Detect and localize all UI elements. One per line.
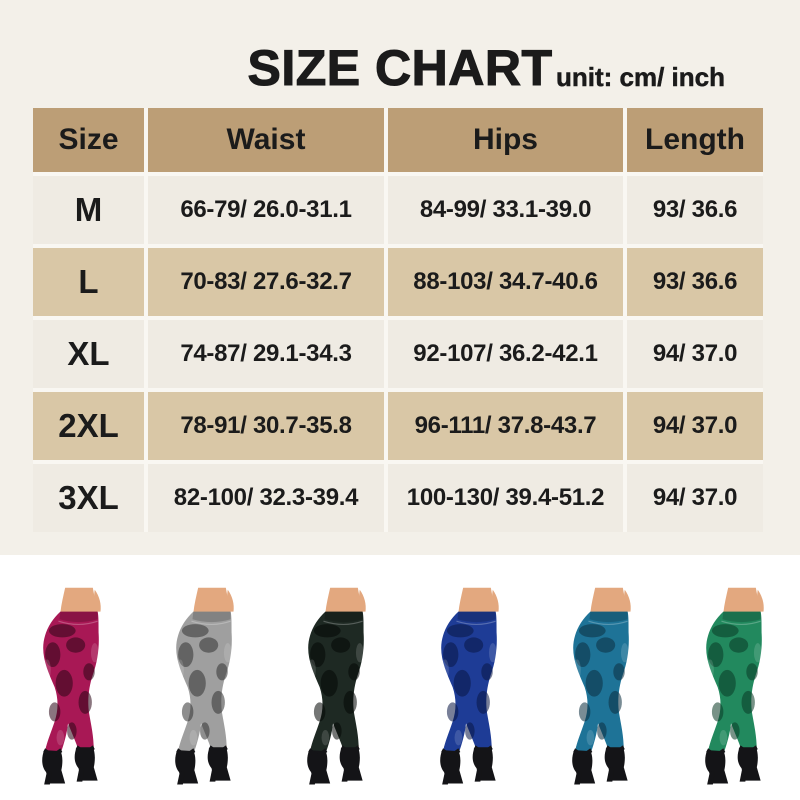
row-xl-length: 94/ 37.0 xyxy=(627,320,763,388)
row-3xl-length: 94/ 37.0 xyxy=(627,464,763,532)
product-photo-gray xyxy=(138,583,265,795)
product-photo-green xyxy=(668,583,795,795)
product-photo-teal xyxy=(535,583,662,795)
row-3xl-size: 3XL xyxy=(33,464,144,532)
leggings-model-image xyxy=(306,587,367,786)
row-xl-waist: 74-87/ 29.1-34.3 xyxy=(148,320,384,388)
row-2xl-hips: 96-111/ 37.8-43.7 xyxy=(388,392,623,460)
row-3xl-waist: 82-100/ 32.3-39.4 xyxy=(148,464,384,532)
row-l-waist: 70-83/ 27.6-32.7 xyxy=(148,248,384,316)
row-xl-hips: 92-107/ 36.2-42.1 xyxy=(388,320,623,388)
product-gallery xyxy=(0,555,800,800)
row-m-size: M xyxy=(33,176,144,244)
leggings-model-image xyxy=(439,587,499,786)
row-3xl-hips: 100-130/ 39.4-51.2 xyxy=(388,464,623,532)
leggings-model-image xyxy=(704,587,764,786)
col-header-hips: Hips xyxy=(388,108,623,172)
row-l-length: 93/ 36.6 xyxy=(627,248,763,316)
row-2xl-length: 94/ 37.0 xyxy=(627,392,763,460)
product-photo-burgundy xyxy=(5,583,132,795)
row-2xl-size: 2XL xyxy=(33,392,144,460)
col-header-waist: Waist xyxy=(148,108,384,172)
leggings-model-image xyxy=(174,587,235,786)
size-chart-table: Size Waist Hips Length M 66-79/ 26.0-31.… xyxy=(33,108,763,532)
row-xl-size: XL xyxy=(33,320,144,388)
product-photo-black xyxy=(270,583,397,795)
page-title: SIZE CHART xyxy=(247,39,553,96)
row-l-size: L xyxy=(33,248,144,316)
col-header-size: Size xyxy=(33,108,144,172)
row-l-hips: 88-103/ 34.7-40.6 xyxy=(388,248,623,316)
row-m-length: 93/ 36.6 xyxy=(627,176,763,244)
unit-label: unit: cm/ inch xyxy=(556,62,726,93)
row-m-waist: 66-79/ 26.0-31.1 xyxy=(148,176,384,244)
row-m-hips: 84-99/ 33.1-39.0 xyxy=(388,176,623,244)
leggings-model-image xyxy=(571,587,632,786)
row-2xl-waist: 78-91/ 30.7-35.8 xyxy=(148,392,384,460)
title-row: SIZE CHART unit: cm/ inch xyxy=(0,39,800,96)
leggings-model-image xyxy=(42,587,102,786)
product-photo-blue xyxy=(403,583,530,795)
col-header-length: Length xyxy=(627,108,763,172)
